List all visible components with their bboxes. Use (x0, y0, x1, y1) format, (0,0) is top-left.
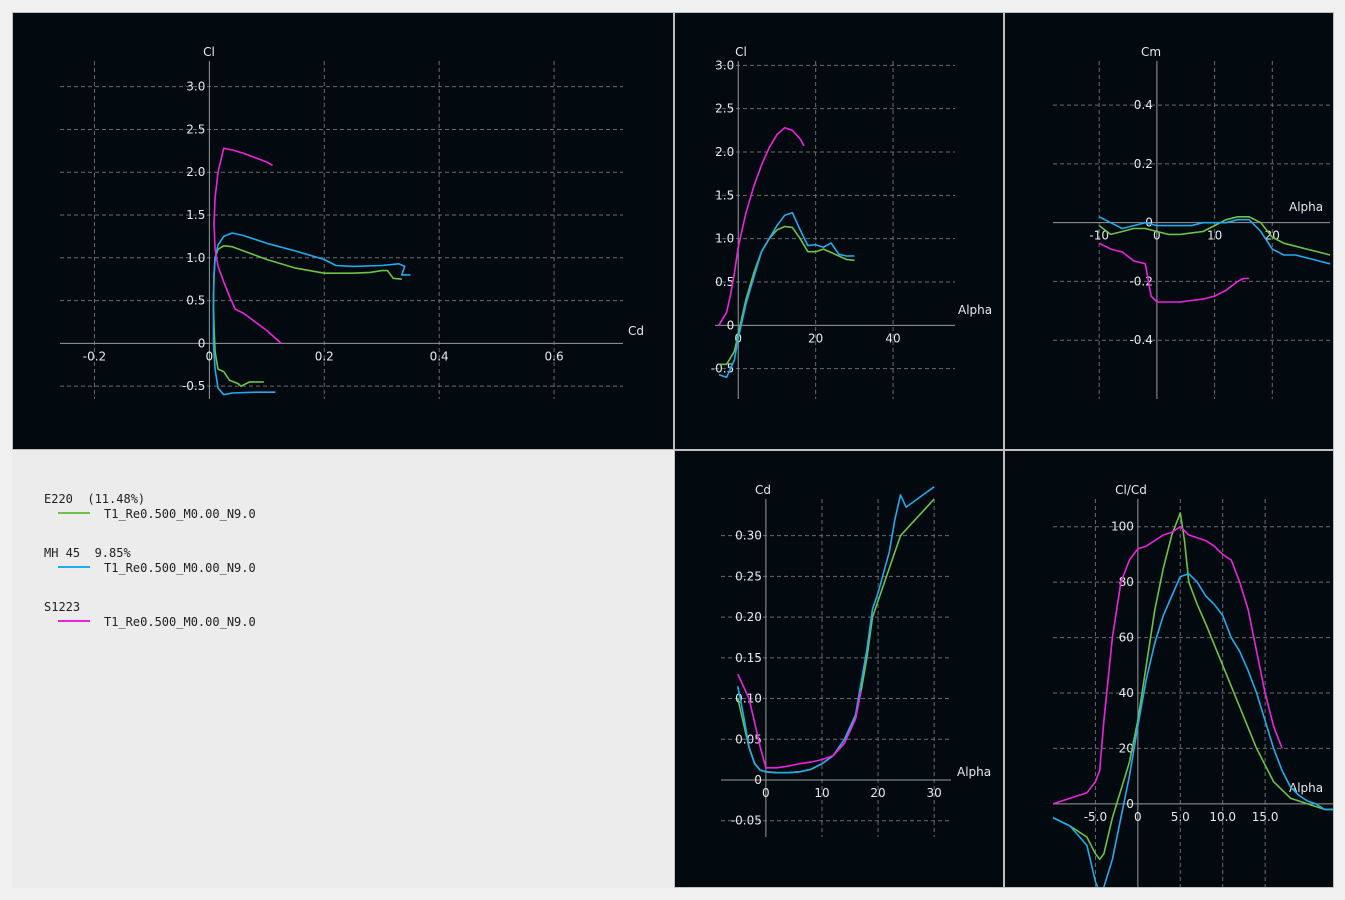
series-line-s1223[interactable] (1052, 525, 1283, 805)
y-tick-label: 40 (1119, 686, 1134, 700)
y-tick-label: 0 (198, 336, 206, 350)
cl-cd-polar-chart[interactable]: -0.2 0 0.2 0.4 0.6 -0.5 0 0.5 1.0 1.5 2.0 2.5 3.0 Cl C… (13, 13, 673, 449)
y-tick-label: 0.05 (735, 732, 762, 746)
x-tick-label: 0 (762, 786, 770, 800)
cl-alpha-chart-panel[interactable]: 0 20 40 -0.5 0 0.5 1.0 1.5 2.0 2.5 3.0 Cl Alpha (674, 12, 1004, 450)
y-tick-label: 1.5 (715, 188, 734, 202)
y-tick-label: 1.0 (186, 251, 205, 265)
y-tick-label: 3.0 (715, 58, 734, 72)
x-axis-label: Alpha (1289, 781, 1323, 795)
y-tick-label: 100 (1111, 520, 1134, 534)
x-tick-label: 0.6 (545, 349, 564, 363)
y-tick-label: 0.20 (735, 610, 762, 624)
y-tick-label: 2.5 (715, 102, 734, 116)
x-tick-label: -10 (1089, 229, 1109, 243)
x-tick-label: 0.4 (430, 349, 449, 363)
legend-name-s1223: S1223 (44, 600, 81, 614)
y-tick-label: 0 (727, 318, 735, 332)
y-tick-label: 0.5 (186, 294, 205, 308)
y-axis-label: Cm (1141, 45, 1161, 59)
x-tick-label: 10.0 (1209, 810, 1236, 824)
legend-line-s1223 (58, 620, 90, 622)
x-tick-label: 20 (808, 331, 823, 345)
y-tick-label: 0.4 (1134, 98, 1153, 112)
polar-chart-panel[interactable]: -0.2 0 0.2 0.4 0.6 -0.5 0 0.5 1.0 1.5 2.0 2.5 3.0 Cl C… (12, 12, 674, 450)
y-tick-label: 20 (1119, 741, 1134, 755)
x-tick-label: 0 (1134, 810, 1142, 824)
legend-desc-s1223: T1_Re0.500_M0.00_N9.0 (104, 615, 256, 629)
y-tick-label: 0.30 (735, 529, 762, 543)
cm-alpha-chart-panel[interactable]: -10 0 10 20 -0.4 -0.2 0 0.2 0.4 Cm Alpha (1004, 12, 1334, 450)
legend-panel: E220 (11.48%) T1_Re0.500_M0.00_N9.0 MH 4… (12, 450, 673, 888)
y-tick-label: 0 (754, 773, 762, 787)
y-tick-label: 2.0 (186, 165, 205, 179)
y-tick-label: 0.5 (715, 275, 734, 289)
legend-desc-e220: T1_Re0.500_M0.00_N9.0 (104, 507, 256, 521)
series-line-e220[interactable] (1098, 216, 1331, 256)
y-axis-label: Cd (755, 483, 771, 497)
legend-line-e220 (58, 512, 90, 514)
legend-name-e220: E220 (11.48%) (44, 492, 146, 506)
x-tick-label: 10 (1207, 229, 1222, 243)
x-tick-label: 30 (927, 786, 942, 800)
y-axis-label: Cl/Cd (1115, 483, 1147, 497)
x-tick-label: 5.0 (1171, 810, 1190, 824)
x-axis-label: Cd (628, 324, 644, 338)
y-axis-label: Cl (735, 45, 747, 59)
y-tick-label: -0.5 (182, 379, 205, 393)
series-line-mh45[interactable] (1052, 573, 1333, 887)
y-tick-label: 0.25 (735, 569, 762, 583)
x-tick-label: 40 (885, 331, 900, 345)
y-tick-label: -0.4 (1129, 333, 1152, 347)
series-line-mh45[interactable] (718, 211, 855, 379)
x-tick-label: -5.0 (1084, 810, 1107, 824)
cd-alpha-chart-panel[interactable]: 0 10 20 30 -0.05 0 0.05 0.10 0.15 0.20 0.25 0.30 Cd A… (674, 450, 1004, 888)
series-line-e220[interactable] (737, 498, 935, 774)
y-tick-label: 60 (1119, 631, 1134, 645)
legend-line-mh45 (58, 566, 90, 568)
clcd-alpha-chart-panel[interactable]: -5.0 0 5.0 10.0 15.0 0 20 40 60 80 100 Cl/Cd Alpha (1004, 450, 1334, 888)
series-line-mh45[interactable] (212, 232, 411, 396)
y-tick-label: 2.5 (186, 122, 205, 136)
y-tick-label: 0 (1145, 216, 1153, 230)
y-tick-label: 1.0 (715, 232, 734, 246)
series-line-e220[interactable] (212, 245, 402, 388)
y-tick-label: 0 (1126, 797, 1134, 811)
y-tick-label: 3.0 (186, 80, 205, 94)
series-line-s1223[interactable] (213, 147, 282, 344)
x-tick-label: -0.2 (83, 349, 106, 363)
x-tick-label: 0.2 (315, 349, 334, 363)
series-line-s1223[interactable] (737, 673, 862, 769)
y-tick-label: 0.15 (735, 651, 762, 665)
legend-name-mh45: MH 45 9.85% (44, 546, 131, 560)
y-tick-label: 1.5 (186, 208, 205, 222)
series-line-s1223[interactable] (1098, 242, 1250, 303)
x-tick-label: 20 (870, 786, 885, 800)
x-axis-label: Alpha (1289, 200, 1323, 214)
y-tick-label: -0.2 (1129, 274, 1152, 288)
y-tick-label: 2.0 (715, 145, 734, 159)
cd-alpha-chart[interactable]: 0 10 20 30-0.0500.050.100.150.200.250.30CdA… (675, 451, 1003, 887)
y-tick-label: -0.05 (731, 814, 762, 828)
series-line-mh45[interactable] (737, 486, 935, 774)
series-line-s1223[interactable] (718, 126, 805, 326)
x-tick-label: 15.0 (1252, 810, 1279, 824)
series-line-e220[interactable] (1052, 512, 1333, 861)
x-axis-label: Alpha (958, 303, 992, 317)
x-tick-label: 0 (1153, 229, 1161, 243)
series-line-mh45[interactable] (1098, 216, 1331, 265)
y-tick-label: 0.2 (1134, 157, 1153, 171)
legend-desc-mh45: T1_Re0.500_M0.00_N9.0 (104, 561, 256, 575)
series-line-e220[interactable] (718, 225, 855, 366)
x-tick-label: 10 (814, 786, 829, 800)
y-axis-label: Cl (203, 45, 215, 59)
x-tick-label: 0 (206, 349, 214, 363)
x-axis-label: Alpha (957, 765, 991, 779)
